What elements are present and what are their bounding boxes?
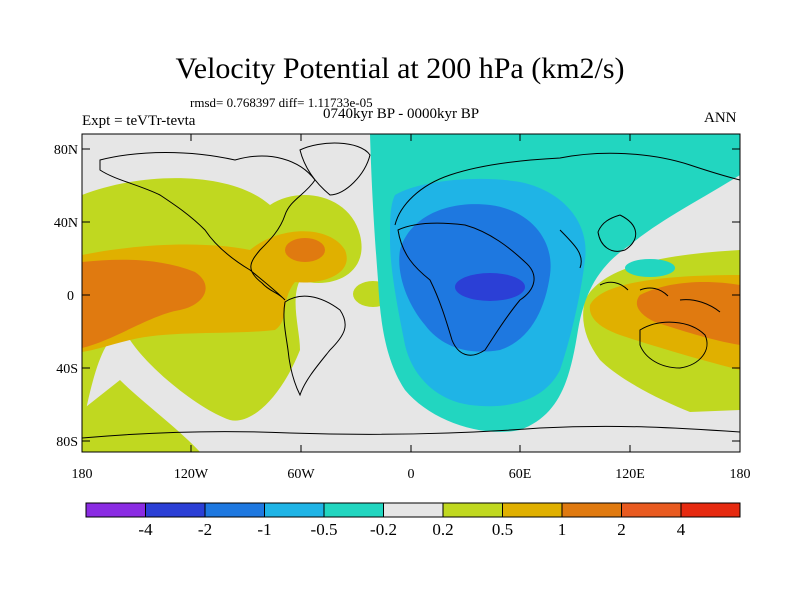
experiment-label: Expt = teVTr-tevta: [82, 113, 196, 129]
colorbar-label-7: 1: [558, 520, 567, 539]
coast-europe-asia: [394, 152, 740, 269]
colorbar-swatch-6: [443, 503, 503, 517]
lat-label-80n: 80N: [54, 143, 78, 158]
colorbar-label-9: 4: [677, 520, 686, 539]
lon-label-60w: 60W: [287, 467, 315, 482]
lon-label-180e: 180: [730, 467, 751, 482]
contour-positive-1: [82, 259, 206, 348]
coast-south-america: [283, 295, 346, 397]
colorbar-swatch-7: [502, 503, 562, 517]
colorbar-label-4: -0.2: [370, 520, 397, 539]
colorbar-swatch-0: [86, 503, 146, 517]
contour-negative-2: [455, 273, 525, 301]
coast-maritime: [599, 281, 721, 313]
colorbar-label-0: -4: [138, 520, 153, 539]
colorbar-label-3: -0.5: [311, 520, 338, 539]
contour-positive-0p2-tail: [82, 380, 200, 452]
season-label: ANN: [704, 110, 737, 126]
coast-greenland: [299, 142, 371, 196]
coast-africa: [397, 222, 535, 356]
colorbar-swatch-8: [562, 503, 622, 517]
contour-positive-1-atlantic: [285, 238, 325, 262]
contour-fill: [82, 134, 740, 452]
lon-ticks: [190, 134, 631, 452]
lon-label-0: 0: [408, 467, 415, 482]
colorbar-swatch-10: [681, 503, 740, 517]
colorbar-swatch-1: [145, 503, 205, 517]
colorbar-swatch-5: [383, 503, 443, 517]
stats-line: rmsd= 0.768397 diff= 1.11733e-05: [190, 95, 373, 110]
lon-label-180w: 180: [72, 467, 93, 482]
colorbar-swatch-4: [324, 503, 384, 517]
colorbar-swatch-2: [205, 503, 265, 517]
map-title: Velocity Potential at 200 hPa (km2/s): [175, 52, 625, 85]
coast-antarctica: [82, 425, 740, 439]
coast-australia: [639, 321, 708, 369]
colorbar-dividers: [145, 503, 682, 517]
colorbar-label-2: -1: [257, 520, 271, 539]
colorbar-swatch-3: [264, 503, 324, 517]
colorbar-frame: [85, 502, 741, 518]
lat-label-40n: 40N: [54, 216, 78, 231]
colorbar-label-1: -2: [198, 520, 212, 539]
lon-label-120w: 120W: [174, 467, 209, 482]
period-label: 0740kyr BP - 0000kyr BP: [323, 106, 480, 122]
contour-negative-0p2-small: [625, 259, 675, 277]
colorbar-label-5: 0.2: [432, 520, 453, 539]
colorbar-label-6: 0.5: [492, 520, 513, 539]
colorbar: -4 -2 -1 -0.5 -0.2 0.2 0.5 1 2 4: [85, 502, 741, 539]
coastlines: [82, 142, 740, 439]
lat-label-0: 0: [67, 289, 74, 304]
lon-label-120e: 120E: [615, 467, 645, 482]
colorbar-label-8: 2: [617, 520, 626, 539]
lat-ticks: [82, 148, 740, 442]
lat-label-40s: 40S: [56, 362, 78, 377]
contour-positive-1-east: [636, 282, 740, 345]
lon-label-60e: 60E: [509, 467, 532, 482]
coast-north-america: [99, 152, 316, 301]
colorbar-swatch-9: [621, 503, 681, 517]
lat-label-80s: 80S: [56, 435, 78, 450]
